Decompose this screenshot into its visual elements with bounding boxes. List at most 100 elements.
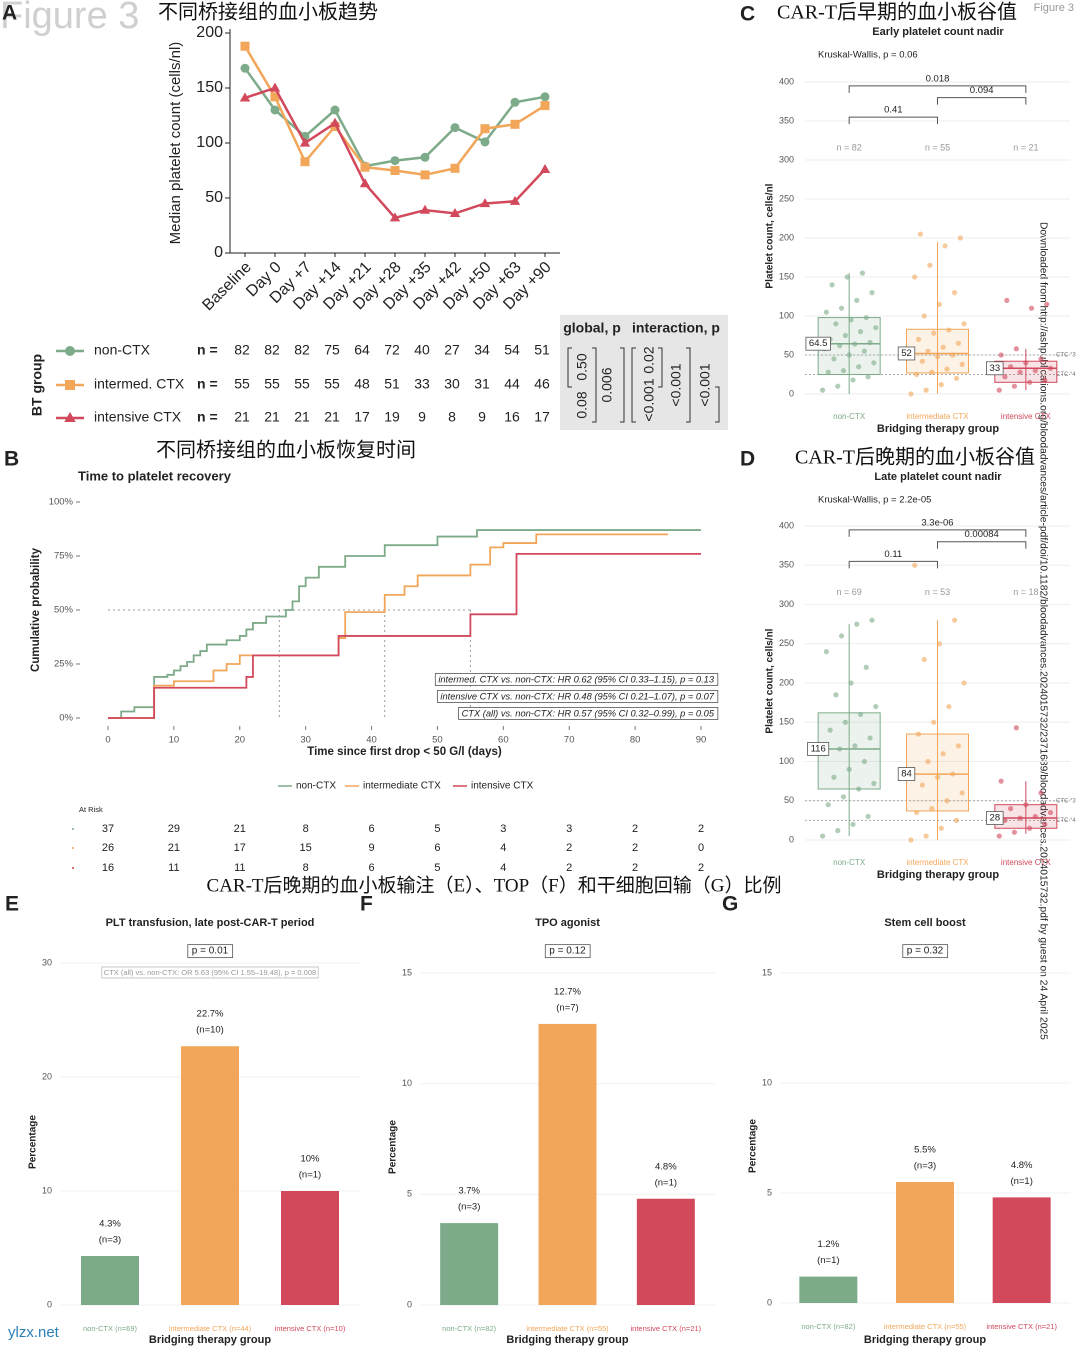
point: [842, 719, 848, 725]
y-tick-label: 50: [784, 795, 794, 805]
point: [1023, 360, 1029, 366]
point: [1017, 815, 1023, 821]
y-tick-label: 350: [779, 115, 794, 125]
y-tick-label: 5: [767, 1187, 772, 1197]
point: [1047, 809, 1054, 816]
point: [831, 774, 837, 780]
annotation: intensive CTX vs. non-CTX: HR 0.48 (95% …: [440, 691, 714, 701]
point: [961, 680, 967, 686]
value-label: 10%: [300, 1154, 320, 1165]
n-label: (n=1): [1010, 1176, 1032, 1187]
n-value: 19: [384, 409, 400, 425]
bar: [81, 1255, 139, 1305]
n-label: (n=1): [299, 1170, 321, 1181]
point: [865, 374, 871, 380]
risk-value: 29: [168, 823, 180, 835]
marker: [480, 124, 490, 134]
chart-heading: CAR-T后早期的血小板谷值: [777, 1, 1017, 24]
y-axis-title: Percentage: [748, 1119, 759, 1173]
x-tick-label: intensive CTX: [1001, 412, 1051, 421]
y-axis-title: Percentage: [28, 1115, 39, 1169]
p-header: interaction, p: [632, 320, 720, 336]
point: [823, 309, 829, 315]
risk-dot: [72, 867, 74, 869]
chart-heading: 不同桥接组的血小板趋势: [158, 1, 378, 24]
marker: [539, 164, 551, 173]
y-tick-label: 0: [214, 244, 223, 261]
x-tick-label: 50: [432, 735, 443, 746]
point: [873, 703, 879, 710]
y-axis-title: Cumulative probability: [30, 547, 42, 672]
value-label: 1.2%: [818, 1239, 840, 1250]
point: [1008, 364, 1014, 370]
risk-dot: [72, 828, 74, 830]
point: [867, 735, 873, 741]
risk-value: 21: [234, 823, 246, 835]
chart-title: Early platelet count nadir: [872, 26, 1004, 38]
point: [837, 343, 843, 349]
point: [931, 330, 937, 336]
n-label: (n=10): [196, 1025, 224, 1036]
risk-value: 2: [698, 823, 704, 835]
point: [823, 649, 829, 655]
label-box: [807, 742, 830, 756]
label-box: [544, 944, 591, 959]
x-tick-label: 40: [366, 735, 377, 746]
risk-value: 3: [566, 823, 572, 835]
n-value: 21: [234, 409, 250, 425]
point: [835, 383, 841, 389]
risk-value: 2: [698, 862, 704, 874]
median-label: 28: [990, 813, 1001, 824]
point: [854, 621, 860, 627]
x-tick-label: intensive CTX: [1001, 858, 1051, 867]
y-tick-label: 150: [779, 271, 794, 281]
median-label: 52: [901, 348, 912, 359]
point: [1047, 365, 1054, 371]
point: [835, 828, 841, 834]
marker: [480, 137, 490, 147]
x-tick-label: intermediate CTX: [906, 858, 969, 867]
y-tick-label: 20: [42, 1071, 52, 1081]
point: [955, 340, 962, 346]
marker: [65, 380, 75, 390]
point: [942, 243, 948, 249]
point: [908, 391, 914, 397]
point: [1013, 346, 1019, 352]
marker: [64, 412, 76, 422]
bar: [538, 1023, 597, 1305]
point: [840, 368, 847, 374]
point: [1004, 297, 1010, 303]
marker: [390, 166, 400, 175]
point: [946, 703, 952, 710]
marker: [389, 212, 401, 222]
y-tick-label: 300: [779, 154, 794, 164]
risk-dot: [72, 847, 74, 849]
n-value: 46: [534, 376, 550, 392]
x-tick-label: 20: [234, 735, 245, 746]
n-value: 82: [264, 342, 280, 358]
bar: [181, 1046, 239, 1305]
y-tick-label: 50: [205, 189, 223, 206]
point: [912, 562, 918, 568]
y-tick-label: 350: [779, 560, 794, 570]
annotation: intermed. CTX vs. non-CTX: HR 0.62 (95% …: [438, 674, 715, 684]
point: [1017, 369, 1023, 375]
point: [856, 364, 862, 370]
bracket: [620, 347, 625, 423]
legend-label: intensive CTX: [94, 409, 182, 425]
n-value: 40: [414, 342, 430, 358]
y-tick-label: 400: [779, 520, 794, 530]
risk-value: 3: [500, 823, 506, 835]
marker: [330, 105, 340, 115]
y-tick-label: 15: [762, 967, 772, 977]
label-box: [436, 690, 719, 703]
y-axis-title: Platelet count, cells/nl: [765, 183, 776, 288]
y-tick-label: 200: [779, 677, 794, 687]
marker: [510, 119, 520, 129]
point: [827, 727, 833, 733]
n-label: (n=1): [817, 1255, 839, 1266]
n-value: 44: [504, 376, 520, 392]
point: [1011, 383, 1018, 389]
bracket: [715, 386, 720, 423]
